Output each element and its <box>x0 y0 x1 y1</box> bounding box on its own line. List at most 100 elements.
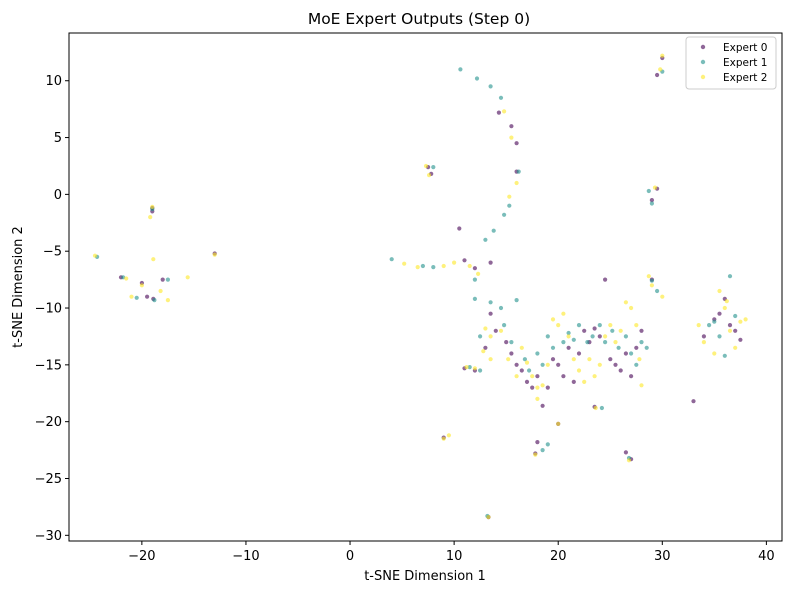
point-expert-2 <box>608 323 613 328</box>
point-expert-1 <box>491 228 496 233</box>
point-expert-0 <box>483 345 488 350</box>
y-tick-label: 0 <box>54 188 62 203</box>
point-expert-2 <box>498 328 504 333</box>
legend-marker-expert-2 <box>700 74 706 80</box>
point-expert-1 <box>707 323 712 328</box>
point-expert-2 <box>530 374 535 379</box>
point-expert-2 <box>696 323 701 328</box>
point-expert-1 <box>576 323 582 328</box>
point-expert-2 <box>150 204 155 209</box>
point-expert-2 <box>148 215 153 220</box>
point-expert-2 <box>507 194 512 199</box>
point-expert-2 <box>165 298 170 303</box>
point-expert-2 <box>472 366 477 371</box>
point-expert-2 <box>646 274 651 279</box>
point-expert-0 <box>629 374 634 379</box>
point-expert-1 <box>550 345 556 350</box>
y-tick-label: −20 <box>35 415 62 430</box>
point-expert-1 <box>498 305 504 311</box>
point-expert-2 <box>545 362 550 367</box>
point-expert-2 <box>593 405 598 411</box>
x-tick-label: 30 <box>654 549 671 564</box>
plot-area <box>69 33 782 541</box>
y-tick-label: −25 <box>35 472 62 487</box>
y-axis-ticks: −30 −25 −20 −15 −10 −5 0 5 10 <box>35 74 69 544</box>
point-expert-1 <box>566 330 571 336</box>
point-expert-1 <box>420 263 425 269</box>
point-expert-2 <box>514 374 519 379</box>
point-expert-1 <box>472 277 477 282</box>
point-expert-0 <box>623 450 629 455</box>
point-expert-0 <box>472 266 477 271</box>
point-expert-0 <box>701 334 707 339</box>
x-axis-label: t-SNE Dimension 1 <box>364 569 486 584</box>
point-expert-1 <box>431 165 436 170</box>
point-expert-1 <box>644 345 649 350</box>
point-expert-2 <box>571 357 576 362</box>
point-expert-2 <box>660 294 665 299</box>
point-expert-0 <box>603 277 608 282</box>
point-expert-1 <box>727 274 733 279</box>
point-expert-2 <box>212 252 217 257</box>
point-expert-0 <box>571 379 576 384</box>
point-expert-2 <box>124 276 129 281</box>
x-tick-label: 0 <box>346 549 354 564</box>
point-expert-0 <box>160 277 165 282</box>
x-tick-label: 10 <box>446 549 463 564</box>
point-expert-2 <box>592 374 597 379</box>
x-axis-ticks: −20 −10 0 10 20 30 40 <box>128 541 775 564</box>
point-expert-2 <box>613 340 618 345</box>
point-expert-1 <box>522 357 528 362</box>
point-expert-1 <box>610 328 615 333</box>
point-expert-0 <box>618 368 623 373</box>
point-expert-2 <box>535 396 540 401</box>
point-expert-1 <box>165 277 170 282</box>
point-expert-2 <box>506 357 511 362</box>
point-expert-0 <box>535 440 540 445</box>
x-tick-label: 20 <box>550 549 567 564</box>
point-expert-0 <box>550 357 556 362</box>
point-expert-1 <box>152 298 157 303</box>
point-expert-1 <box>629 351 634 356</box>
point-expert-2 <box>597 362 602 367</box>
point-expert-1 <box>722 353 727 358</box>
legend-box <box>685 36 777 90</box>
point-expert-1 <box>717 334 722 339</box>
point-expert-0 <box>582 328 587 333</box>
point-expert-2 <box>509 135 514 140</box>
point-expert-0 <box>145 294 150 299</box>
point-expert-2 <box>717 288 722 294</box>
point-expert-2 <box>519 345 524 350</box>
point-expert-2 <box>727 328 733 333</box>
point-expert-0 <box>613 362 618 367</box>
point-expert-0 <box>691 399 696 404</box>
point-expert-2 <box>550 317 556 322</box>
point-expert-0 <box>639 328 644 333</box>
point-expert-1 <box>603 340 608 345</box>
point-expert-0 <box>524 379 530 384</box>
point-expert-2 <box>185 275 190 280</box>
point-expert-0 <box>727 323 733 328</box>
point-expert-0 <box>556 362 561 367</box>
x-tick-label: 40 <box>758 549 775 564</box>
point-expert-2 <box>587 357 592 362</box>
point-expert-1 <box>540 362 545 367</box>
point-expert-0 <box>545 385 550 390</box>
point-expert-2 <box>733 345 738 350</box>
point-expert-1 <box>527 368 532 373</box>
point-expert-1 <box>483 237 488 242</box>
x-tick-label: −10 <box>232 549 259 564</box>
point-expert-0 <box>509 124 514 129</box>
point-expert-1 <box>389 257 394 262</box>
point-expert-0 <box>634 345 639 350</box>
point-expert-2 <box>488 334 493 339</box>
point-expert-1 <box>540 448 545 453</box>
point-expert-2 <box>483 326 488 331</box>
point-expert-1 <box>472 296 477 301</box>
point-expert-2 <box>540 383 545 388</box>
point-expert-0 <box>509 351 514 356</box>
point-expert-2 <box>566 334 571 339</box>
point-expert-0 <box>540 403 545 408</box>
point-expert-2 <box>524 360 530 365</box>
point-expert-2 <box>423 163 429 169</box>
